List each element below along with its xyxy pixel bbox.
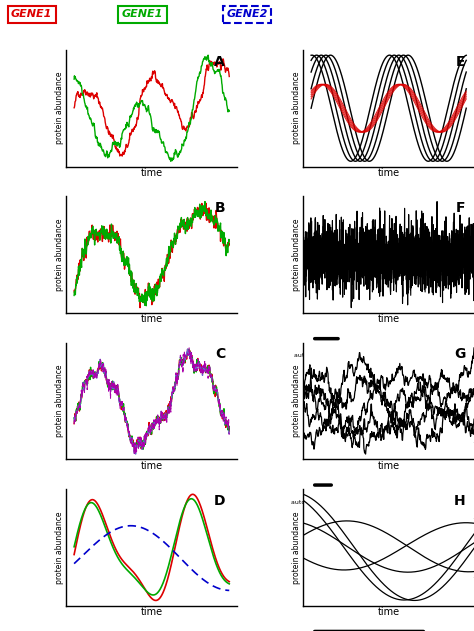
Text: GENE2: GENE2 [227,9,268,19]
Text: G: G [454,347,465,362]
Y-axis label: protein abundance: protein abundance [292,511,301,584]
Text: H: H [454,493,465,508]
Text: C: C [215,347,225,362]
Text: autocorrelation time: autocorrelation time [291,500,355,505]
Text: D: D [214,493,225,508]
X-axis label: time: time [141,607,163,617]
X-axis label: time: time [378,168,400,178]
Y-axis label: protein abundance: protein abundance [292,218,301,291]
Y-axis label: protein abundance: protein abundance [55,511,64,584]
X-axis label: time: time [141,461,163,471]
X-axis label: time: time [378,607,400,617]
Text: autocorrelation time: autocorrelation time [294,353,359,358]
Y-axis label: protein abundance: protein abundance [55,218,64,291]
Text: F: F [456,201,465,215]
Text: B: B [214,201,225,215]
Text: E: E [456,54,465,69]
Text: GENE1: GENE1 [122,9,163,19]
Text: A: A [214,54,225,69]
X-axis label: time: time [141,168,163,178]
Y-axis label: protein abundance: protein abundance [55,72,64,144]
Y-axis label: protein abundance: protein abundance [292,365,301,437]
Text: GENE1: GENE1 [11,9,52,19]
X-axis label: time: time [141,314,163,324]
Y-axis label: protein abundance: protein abundance [292,72,301,144]
X-axis label: time: time [378,314,400,324]
Y-axis label: protein abundance: protein abundance [55,365,64,437]
X-axis label: time: time [378,461,400,471]
